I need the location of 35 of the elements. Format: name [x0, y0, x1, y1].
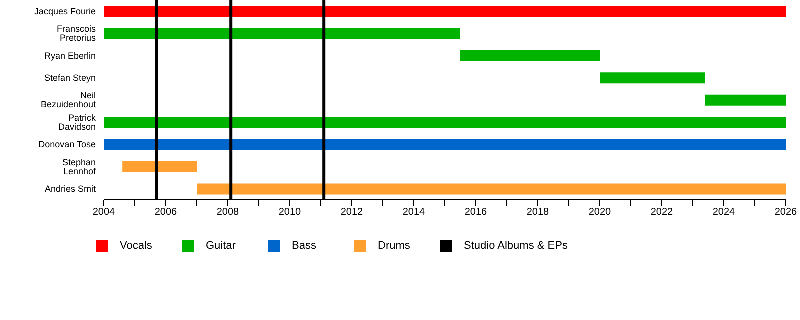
x-tick-label: 2012 — [340, 207, 364, 218]
y-tick-label: Ryan Eberlin — [44, 50, 96, 61]
y-tick-label: Franscois Pretorius — [56, 24, 96, 44]
legend-label: Bass — [292, 240, 316, 252]
legend-label: Studio Albums & EPs — [464, 240, 568, 252]
bar — [600, 72, 706, 84]
x-tick-label: 2014 — [402, 207, 426, 218]
y-tick-label: Neil Bezuidenhout — [40, 90, 96, 110]
x-tick-label: 2016 — [464, 207, 488, 218]
bar — [104, 117, 786, 128]
x-tick-label: 2008 — [216, 207, 240, 218]
bar — [104, 139, 786, 150]
x-tick-label: 2006 — [154, 207, 178, 218]
bar — [197, 184, 786, 195]
x-tick-label: 2004 — [92, 207, 116, 218]
x-tick-label: 2010 — [278, 207, 302, 218]
y-tick-label: Jacques Fourie — [34, 6, 96, 16]
bar — [104, 6, 786, 17]
bar — [122, 162, 197, 173]
x-tick-label: 2022 — [650, 207, 674, 218]
y-tick-label: Stefan Steyn — [44, 72, 96, 83]
x-tick-label: 2020 — [588, 207, 612, 218]
x-tick-label: 2026 — [774, 207, 798, 218]
x-tick-label: 2018 — [526, 207, 550, 218]
legend-label: Guitar — [206, 240, 236, 252]
y-tick-label: Andries Smit — [44, 184, 96, 194]
legend-label: Drums — [378, 240, 410, 252]
y-tick-label: Patrick Davidson — [58, 112, 96, 132]
bar — [104, 28, 460, 40]
legend-label: Vocals — [120, 240, 152, 252]
bar — [705, 94, 786, 106]
x-tick-label: 2024 — [712, 207, 736, 218]
y-tick-label: Stephan Lennhof — [62, 157, 96, 176]
bar — [460, 50, 600, 62]
y-tick-label: Donovan Tose — [38, 140, 96, 150]
